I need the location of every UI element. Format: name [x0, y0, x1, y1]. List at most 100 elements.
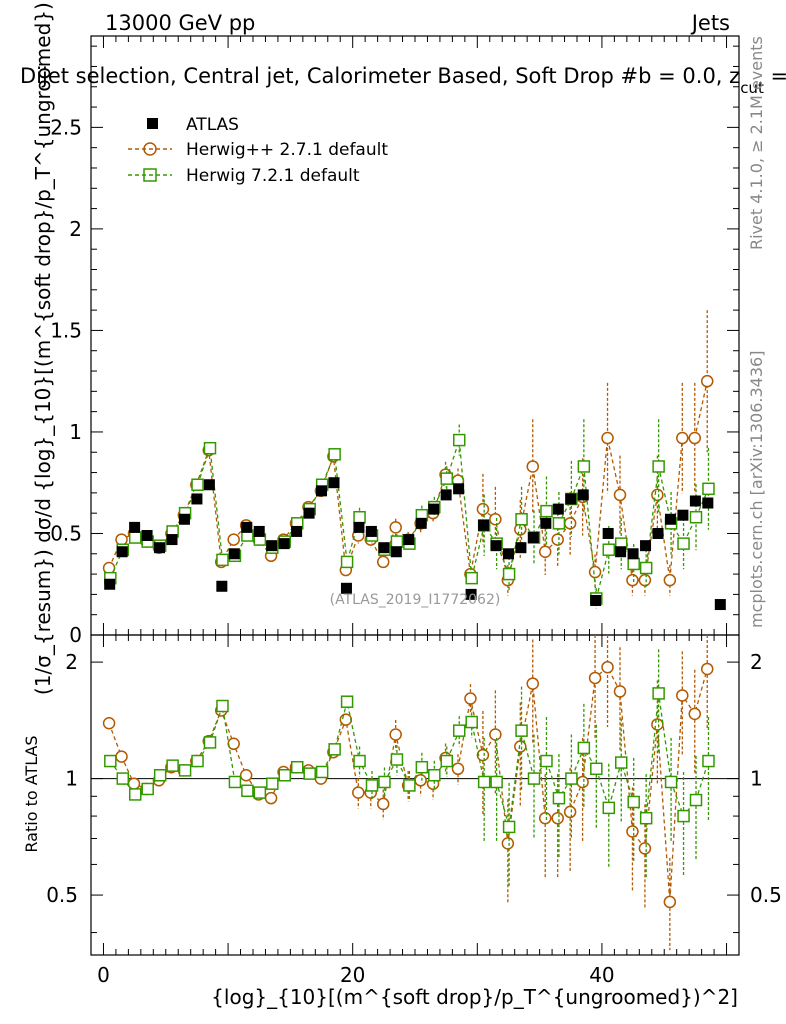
ratio-point-herwig7: [465, 715, 478, 729]
ratio-point-herwigpp: [663, 895, 677, 909]
point-herwig7: [340, 555, 354, 569]
ratio-point-herwig7: [328, 743, 341, 756]
point-herwig7: [191, 478, 204, 491]
point-atlas: [154, 542, 166, 554]
point-atlas: [303, 507, 315, 519]
x-axis-label: {log}_{10}[(m^{soft drop}/p_T^{ungroomed…: [211, 985, 738, 1009]
ratio-point-herwigpp: [227, 737, 240, 751]
ratio-point-herwig7: [502, 820, 516, 834]
point-atlas: [702, 497, 714, 509]
ratio-point-herwig7: [340, 695, 354, 708]
y-tick-label-main: 2.5: [50, 115, 82, 139]
point-atlas: [353, 521, 365, 533]
legend-entry-herwigpp: Herwig++ 2.7.1 default: [128, 140, 388, 160]
point-herwig7: [627, 557, 640, 571]
ratio-point-herwig7: [602, 801, 616, 815]
ratio-point-herwig7: [116, 772, 130, 785]
ratio-point-herwigpp: [464, 692, 477, 705]
point-herwigpp: [389, 521, 402, 534]
ratio-frame: [90, 634, 740, 956]
x-tick-label: 40: [589, 963, 614, 987]
y-tick-label-ratio: 1: [65, 767, 78, 791]
point-atlas: [141, 530, 153, 542]
ratio-point-herwigpp: [501, 837, 515, 850]
ratio-point-herwigpp: [102, 716, 116, 730]
ratio-point-herwigpp: [376, 797, 390, 811]
point-atlas: [403, 534, 415, 546]
point-herwigpp: [102, 561, 116, 575]
plot-title: Dijet selection, Central jet, Calorimete…: [20, 64, 786, 97]
point-herwig7: [540, 504, 553, 518]
ratio-point-herwig7: [378, 775, 391, 789]
point-herwigpp: [651, 488, 664, 502]
point-herwigpp: [688, 431, 702, 445]
point-herwigpp: [526, 460, 540, 473]
ratio-panel: 0 20 40 0.5 0.5 1 1 2 2: [46, 634, 782, 987]
ratio-point-herwig7: [552, 791, 566, 805]
ratio-point-herwig7: [577, 741, 591, 755]
ratio-point-herwigpp: [588, 671, 602, 685]
ratio-point-herwig7: [203, 736, 217, 749]
y-tick-label-ratio: 0.5: [46, 883, 78, 907]
point-herwigpp: [638, 573, 652, 587]
point-herwig7: [353, 510, 366, 524]
ratio-point-herwigpp: [688, 707, 702, 721]
ratio-point-herwig7: [614, 756, 628, 769]
point-herwig7: [203, 441, 217, 455]
ratio-point-herwig7: [353, 754, 366, 768]
point-atlas: [478, 519, 490, 531]
plot-title-sub: cut: [740, 79, 764, 97]
ratio-point-herwig7: [652, 687, 665, 700]
ratio-point-herwigpp: [352, 786, 365, 799]
point-atlas: [266, 540, 278, 552]
y-tick-label-main: 0.5: [50, 521, 82, 545]
point-herwigpp: [476, 502, 490, 516]
ratio-point-herwig7: [540, 754, 553, 768]
x-tick-label: 0: [97, 963, 110, 987]
point-atlas: [415, 517, 427, 529]
ratio-point-herwig7: [590, 762, 603, 776]
ratio-point-herwig7: [490, 775, 503, 789]
legend-entry-atlas: ATLAS: [147, 115, 239, 135]
ratio-point-herwig7: [365, 779, 379, 792]
point-atlas: [440, 489, 452, 501]
ratio-point-herwigpp: [476, 748, 490, 762]
point-atlas: [203, 479, 215, 491]
ratio-point-herwig7: [428, 769, 441, 782]
point-herwig7: [328, 448, 341, 461]
ratio-point-herwig7: [216, 699, 229, 713]
ratio-point-herwigpp: [127, 777, 141, 790]
ratio-point-herwigpp: [676, 689, 689, 702]
point-herwig7: [552, 517, 566, 530]
y-tick-label-main: 1.5: [50, 318, 82, 342]
main-panel: 0 0.5 1 1.5 2 2.5: [50, 35, 740, 647]
point-herwig7: [702, 482, 715, 496]
point-atlas: [328, 477, 340, 489]
rivet-label: Rivet 4.1.0, ≥ 2.1M events: [747, 36, 766, 250]
ratio-point-herwig7: [290, 760, 304, 774]
point-atlas: [253, 525, 265, 537]
point-atlas: [116, 546, 128, 558]
legend-marker-herwig7: [143, 168, 157, 182]
ratio-point-herwig7: [702, 754, 715, 768]
ratio-point-herwig7: [128, 788, 142, 801]
point-atlas: [590, 594, 602, 606]
point-herwigpp: [489, 513, 502, 526]
ratio-point-herwig7: [627, 795, 640, 809]
y-axis-label-ratio: Ratio to ATLAS: [22, 735, 41, 852]
ratio-point-herwig7: [515, 724, 528, 737]
ratio-point-herwigpp: [563, 805, 577, 819]
point-atlas: [390, 546, 402, 558]
legend-label-herwig7: Herwig 7.2.1 default: [186, 166, 360, 186]
mcplots-label: mcplots.cern.ch [arXiv:1306.3436]: [747, 351, 766, 628]
point-herwig7: [502, 567, 516, 581]
point-herwig7: [128, 531, 142, 544]
ratio-point-herwig7: [477, 775, 491, 789]
point-atlas: [340, 582, 352, 594]
point-herwigpp: [588, 565, 602, 579]
ratio-point-herwig7: [689, 793, 703, 807]
point-atlas: [540, 517, 552, 529]
point-atlas: [316, 485, 328, 497]
ratio-point-herwig7: [677, 809, 690, 823]
y-tick-label-main: 1: [69, 420, 82, 444]
